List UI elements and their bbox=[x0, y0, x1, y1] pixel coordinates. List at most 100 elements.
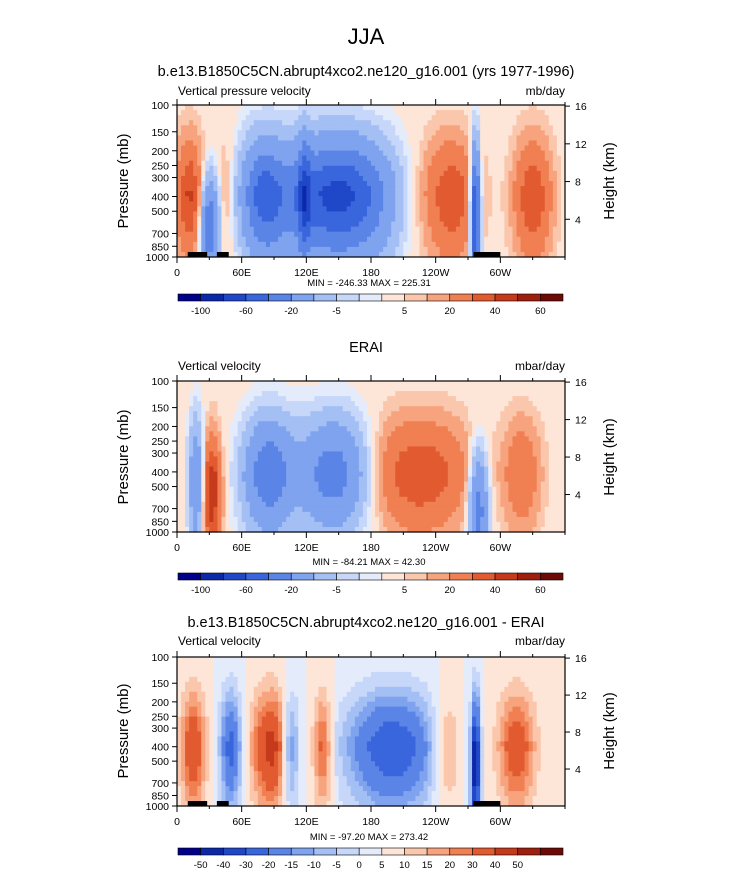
heatmap-cell bbox=[298, 461, 303, 468]
heatmap-cell bbox=[419, 226, 425, 233]
heatmap-cell bbox=[476, 426, 481, 432]
heatmap-cell bbox=[399, 231, 404, 238]
heatmap-cell bbox=[310, 406, 316, 412]
heatmap-cell bbox=[342, 416, 348, 422]
heatmap-cell bbox=[306, 160, 311, 167]
heatmap-cell bbox=[237, 140, 243, 147]
heatmap-cell bbox=[318, 466, 324, 473]
heatmap-cell bbox=[326, 211, 332, 218]
heatmap-cell bbox=[278, 451, 283, 458]
heatmap-cell bbox=[330, 401, 336, 407]
heatmap-cell bbox=[229, 155, 235, 162]
heatmap-cell bbox=[265, 421, 271, 427]
heatmap-cell bbox=[508, 181, 514, 187]
heatmap-cell bbox=[399, 381, 404, 387]
heatmap-cell bbox=[241, 125, 247, 131]
heatmap-cell bbox=[342, 211, 348, 218]
heatmap-cell bbox=[379, 175, 384, 182]
heatmap-cell bbox=[257, 150, 263, 157]
heatmap-cell bbox=[411, 130, 417, 136]
heatmap-cell bbox=[492, 135, 497, 142]
heatmap-cell bbox=[548, 411, 554, 417]
heatmap-cell bbox=[391, 130, 396, 136]
heatmap-cell bbox=[411, 481, 417, 488]
heatmap-cell bbox=[233, 241, 239, 248]
heatmap-cell bbox=[314, 226, 320, 233]
heatmap-cell bbox=[354, 411, 360, 417]
heatmap-cell bbox=[298, 246, 303, 253]
heatmap-cell bbox=[193, 381, 198, 387]
heatmap-cell bbox=[265, 446, 271, 453]
heatmap-cell bbox=[229, 456, 235, 463]
heatmap-cell bbox=[350, 441, 356, 448]
heatmap-cell bbox=[322, 196, 328, 202]
heatmap-cell bbox=[472, 155, 477, 162]
heatmap-cell bbox=[423, 221, 429, 228]
heatmap-cell bbox=[257, 226, 263, 233]
heatmap-cell bbox=[326, 251, 332, 258]
heatmap-cell bbox=[439, 135, 445, 142]
heatmap-cell bbox=[310, 196, 316, 202]
heatmap-cell bbox=[261, 221, 267, 228]
heatmap-cell bbox=[516, 150, 522, 157]
heatmap-cell bbox=[221, 120, 227, 126]
heatmap-cell bbox=[269, 421, 275, 427]
heatmap-cell bbox=[237, 130, 243, 136]
heatmap-cell bbox=[443, 426, 449, 432]
heatmap-cell bbox=[560, 436, 566, 442]
heatmap-cell bbox=[375, 381, 380, 387]
heatmap-cell bbox=[181, 120, 186, 126]
heatmap-cell bbox=[379, 181, 384, 187]
heatmap-cell bbox=[217, 456, 223, 463]
heatmap-cell bbox=[294, 431, 299, 437]
heatmap-cell bbox=[516, 396, 522, 402]
heatmap-cell bbox=[439, 165, 445, 172]
heatmap-cell bbox=[532, 120, 538, 126]
heatmap-cell bbox=[354, 201, 360, 207]
heatmap-cell bbox=[257, 476, 263, 483]
heatmap-cell bbox=[488, 381, 493, 387]
heatmap-cell bbox=[318, 160, 324, 167]
heatmap-cell bbox=[480, 456, 485, 463]
heatmap-cell bbox=[500, 105, 505, 111]
heatmap-cell bbox=[455, 251, 461, 258]
heatmap-cell bbox=[419, 130, 425, 136]
heatmap-cell bbox=[548, 226, 554, 233]
heatmap-cell bbox=[435, 135, 441, 142]
heatmap-cell bbox=[269, 211, 275, 218]
heatmap-cell bbox=[423, 436, 429, 442]
heatmap-cell bbox=[520, 181, 526, 187]
heatmap-cell bbox=[455, 471, 461, 478]
heatmap-cell bbox=[391, 221, 396, 228]
heatmap-cell bbox=[431, 140, 437, 147]
heatmap-cell bbox=[391, 135, 396, 142]
heatmap-cell bbox=[338, 411, 344, 417]
heatmap-cell bbox=[451, 236, 457, 243]
heatmap-cell bbox=[197, 140, 202, 147]
heatmap-cell bbox=[257, 115, 263, 121]
heatmap-cell bbox=[213, 481, 219, 488]
heatmap-cell bbox=[484, 421, 489, 427]
heatmap-cell bbox=[560, 155, 566, 162]
heatmap-cell bbox=[496, 386, 501, 392]
heatmap-cell bbox=[423, 231, 429, 238]
heatmap-cell bbox=[504, 211, 510, 218]
heatmap-cell bbox=[225, 221, 231, 228]
heatmap-cell bbox=[221, 150, 227, 157]
heatmap-cell bbox=[249, 165, 255, 172]
heatmap-cell bbox=[476, 206, 481, 212]
heatmap-cell bbox=[177, 115, 182, 121]
heatmap-cell bbox=[177, 231, 182, 238]
heatmap-cell bbox=[314, 441, 320, 448]
heatmap-cell bbox=[278, 105, 283, 111]
panel-3-stats: MIN = -97.20 MAX = 273.42 bbox=[310, 832, 428, 843]
colorbar-swatch bbox=[177, 293, 201, 302]
heatmap-cell bbox=[354, 401, 360, 407]
heatmap-cell bbox=[298, 130, 303, 136]
heatmap-cell bbox=[411, 160, 417, 167]
heatmap-cell bbox=[233, 451, 239, 458]
heatmap-cell bbox=[306, 461, 311, 468]
heatmap-cell bbox=[286, 211, 291, 218]
heatmap-cell bbox=[411, 476, 417, 483]
heatmap-cell bbox=[298, 421, 303, 427]
